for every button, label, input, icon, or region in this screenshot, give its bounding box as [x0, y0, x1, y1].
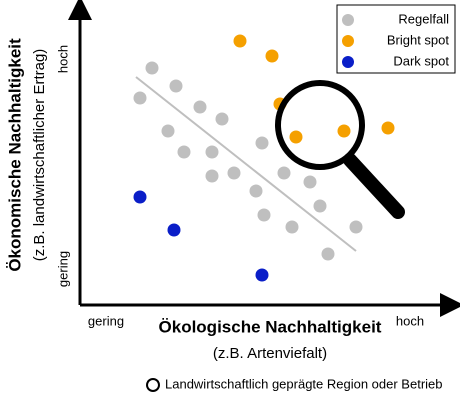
data-point [303, 175, 317, 189]
magnifier-icon [275, 80, 405, 219]
legend-marker [342, 35, 354, 47]
y-tick-label: gering [55, 251, 70, 287]
legend-marker [342, 14, 354, 26]
data-point [255, 136, 269, 150]
data-point [285, 220, 299, 234]
data-point [277, 166, 291, 180]
data-point [169, 79, 183, 93]
legend-label: Bright spot [387, 32, 450, 47]
legend-marker [342, 56, 354, 68]
data-point [255, 268, 269, 282]
data-point [337, 124, 351, 138]
x-tick-label: hoch [396, 313, 424, 328]
data-point [249, 184, 263, 198]
footnote: Landwirtschaftlich geprägte Region oder … [165, 376, 443, 391]
data-point [177, 145, 191, 159]
y-title: Ökonomische Nachhaltigkeit [5, 38, 24, 272]
data-point [215, 112, 229, 126]
trend-line [135, 76, 357, 252]
x-title: Ökologische Nachhaltigkeit [159, 317, 382, 336]
data-point [133, 190, 147, 204]
y-tick-label: hoch [55, 45, 70, 73]
data-point [265, 49, 279, 63]
y-subtitle: (z.B. landwirtschaftlicher Ertrag) [31, 49, 48, 262]
legend-box [336, 4, 456, 74]
data-point [167, 223, 181, 237]
data-point [313, 199, 327, 213]
data-point [233, 34, 247, 48]
data-point [161, 124, 175, 138]
data-point [289, 130, 303, 144]
data-point [193, 100, 207, 114]
data-point [205, 145, 219, 159]
data-point [205, 169, 219, 183]
x-subtitle: (z.B. Artenviefalt) [213, 345, 327, 362]
data-point [227, 166, 241, 180]
legend-label: Dark spot [393, 53, 449, 68]
legend-label: Regelfall [398, 11, 449, 26]
data-point [145, 61, 159, 75]
data-point [133, 91, 147, 105]
data-point [321, 247, 335, 261]
data-point [349, 220, 363, 234]
x-tick-label: gering [88, 313, 124, 328]
data-point [257, 208, 271, 222]
data-point [381, 121, 395, 135]
footnote-icon [146, 378, 160, 392]
